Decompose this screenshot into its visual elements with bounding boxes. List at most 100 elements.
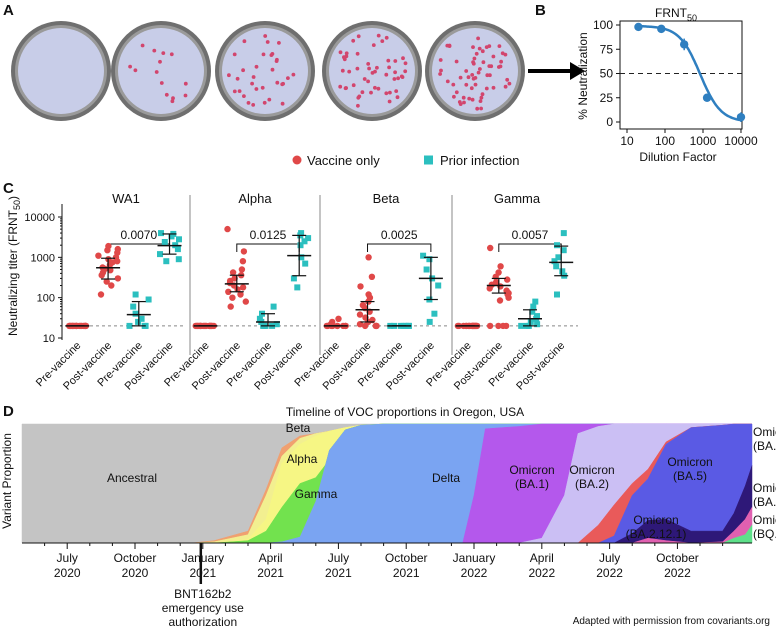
frnt-ylabel: % Neutralization: [576, 32, 590, 119]
plate-focus: [439, 68, 443, 73]
titer-point-infection: [529, 308, 536, 315]
plate-focus: [467, 96, 472, 101]
titer-point-vaccine: [486, 322, 494, 330]
voc-tick-label: April 2021: [257, 551, 284, 580]
plate-focus: [497, 44, 502, 48]
plate-focus: [343, 86, 348, 91]
titer-point-vaccine: [108, 282, 115, 289]
titer-ylabel: Neutralizing titer (FRNT50): [6, 196, 22, 336]
plate-focus: [355, 51, 360, 56]
plate-focus: [393, 59, 398, 63]
voc-series-label: Gamma: [295, 487, 338, 501]
plate-focus: [355, 66, 360, 71]
plate-focus: [344, 51, 349, 56]
plate-well: [432, 28, 518, 114]
plate-focus: [251, 103, 256, 107]
plate-focus: [164, 92, 169, 97]
variant-panel: Alpha0.0125Pre-vaccinePost-vaccinePre-va…: [162, 191, 316, 393]
plate-focus: [474, 51, 479, 56]
plate-focus: [369, 90, 373, 95]
p-value: 0.0025: [381, 228, 418, 242]
titer-point-vaccine: [356, 321, 364, 328]
plate-focus: [347, 69, 352, 74]
frnt-ytick-label: 0: [606, 115, 613, 129]
plate-focus: [472, 56, 477, 61]
titer-point-infection: [532, 298, 539, 305]
titer-point-vaccine: [229, 294, 236, 301]
plate-focus: [362, 77, 367, 81]
plate-focus: [438, 72, 442, 76]
plate-focus: [471, 61, 476, 66]
plate-focus: [491, 85, 496, 90]
titer-point-vaccine: [97, 291, 105, 298]
titer-point-vaccine: [240, 248, 248, 255]
titer-point-vaccine: [365, 254, 372, 261]
plate-focus: [280, 101, 285, 106]
plate-focus: [399, 74, 404, 79]
plate-well: [18, 28, 104, 114]
plate-focus: [128, 64, 133, 69]
plate-focus: [360, 90, 365, 95]
plate-focus: [370, 71, 375, 75]
plate-focus: [366, 62, 371, 66]
frnt-xlabel: Dilution Factor: [639, 150, 716, 164]
plate-focus: [241, 68, 246, 73]
p-value: 0.0125: [250, 228, 287, 242]
titer-point-infection: [174, 246, 181, 253]
plate-well: [118, 28, 204, 114]
titer-point-infection: [553, 263, 560, 270]
titer-ytick-label: 1000: [31, 252, 55, 264]
plate-well: [329, 28, 415, 114]
plate-focus: [237, 89, 242, 93]
titer-point-infection: [518, 322, 525, 329]
plate-focus: [340, 68, 345, 73]
titer-point-infection: [145, 296, 152, 303]
plate-focus: [232, 52, 237, 57]
panel-d-voc-timeline: Timeline of VOC proportions in Oregon, U…: [0, 405, 776, 629]
plate-focus: [242, 39, 247, 44]
voc-right-label: Omicron(BA.4): [753, 425, 776, 453]
titer-point-infection: [298, 254, 305, 261]
titer-point-infection: [420, 252, 427, 259]
plate-focus: [392, 77, 397, 81]
plate-focus: [475, 106, 480, 111]
plate-focus: [481, 60, 486, 65]
titer-point-vaccine: [239, 258, 247, 265]
titer-point-vaccine: [229, 269, 237, 276]
voc-tick-label: January 2022: [453, 551, 496, 580]
titer-point-infection: [158, 230, 164, 237]
plate-focus: [458, 75, 463, 80]
plate-focus: [267, 97, 272, 102]
plate-focus: [242, 94, 246, 98]
plate-focus: [476, 70, 481, 75]
titer-point-vaccine: [224, 225, 231, 233]
plate-focus: [351, 38, 356, 43]
titer-point-infection: [297, 242, 304, 249]
titer-point-vaccine: [356, 311, 364, 318]
titer-point-vaccine: [368, 273, 376, 280]
plate-focus: [371, 43, 376, 47]
legend-vaccine-label: Vaccine only: [307, 153, 380, 168]
titer-point-infection: [270, 303, 277, 310]
plate-focus: [394, 89, 399, 93]
frnt-xtick-label: 10000: [724, 134, 758, 148]
titer-point-infection: [559, 268, 566, 275]
frnt-ytick-label: 25: [600, 91, 614, 105]
titer-point-infection: [551, 258, 558, 265]
plate-focus: [484, 86, 489, 91]
plate-focus: [269, 53, 274, 57]
frnt-fit-curve: [638, 24, 741, 122]
plate-focus: [476, 36, 480, 41]
plate-focus: [488, 73, 492, 78]
plate-focus: [286, 76, 290, 80]
plate-focus: [338, 50, 343, 55]
voc-tick-label: April 2022: [528, 551, 555, 580]
plate-focus: [227, 73, 231, 78]
plate-focus: [388, 90, 392, 95]
plate-focus: [438, 58, 443, 62]
titer-point-infection: [560, 247, 567, 254]
plate-focus: [479, 106, 483, 111]
plate-focus: [470, 97, 475, 102]
titer-point-vaccine: [237, 291, 244, 298]
